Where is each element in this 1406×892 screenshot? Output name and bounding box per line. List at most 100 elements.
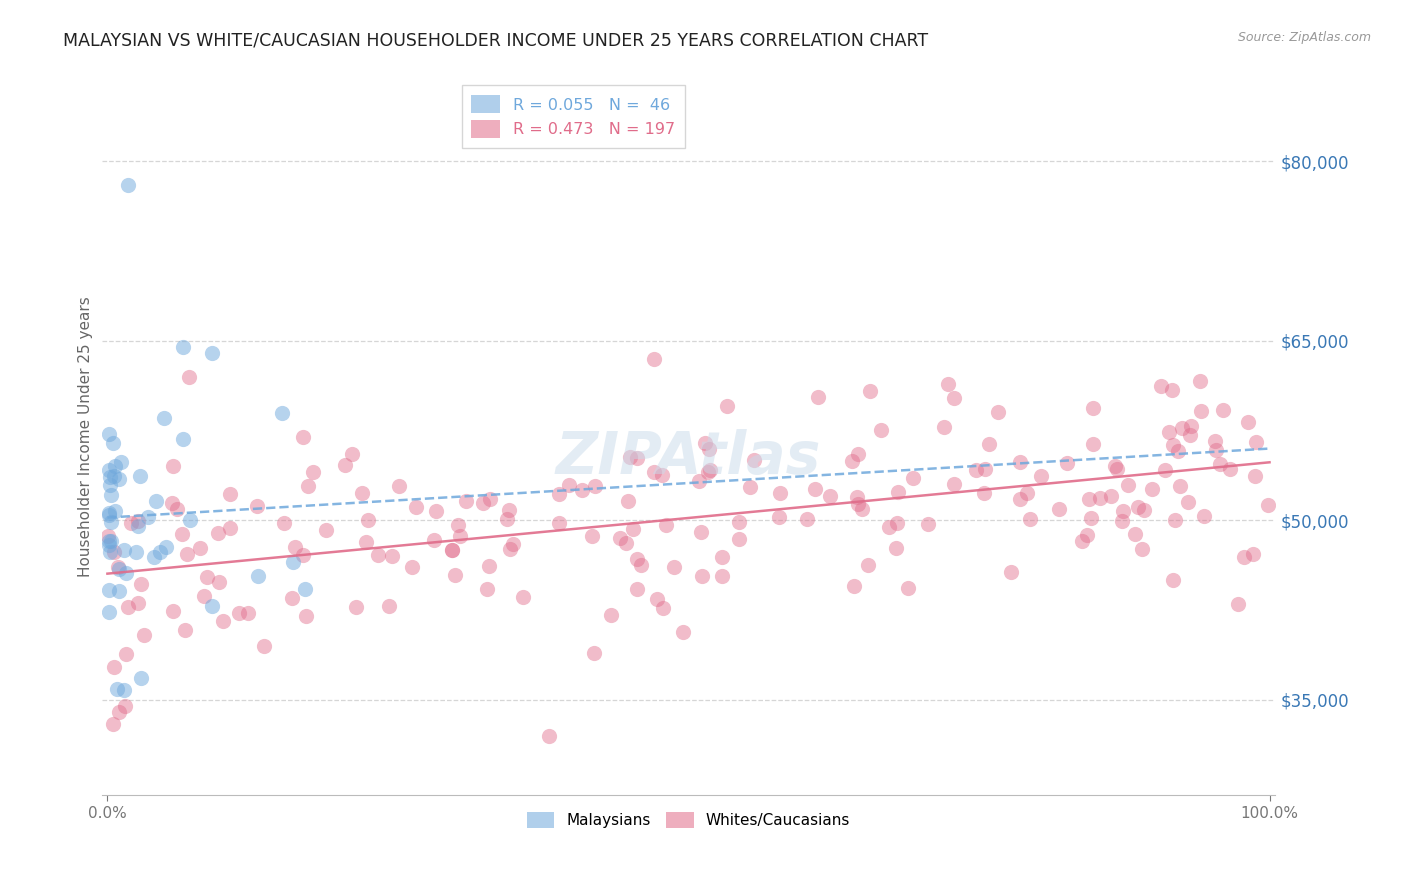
Point	[803, 482, 825, 496]
Point	[846, 447, 869, 461]
Point	[201, 345, 224, 359]
Point	[977, 436, 1000, 450]
Point	[160, 496, 183, 510]
Point	[1189, 404, 1212, 418]
Point	[284, 540, 307, 554]
Point	[228, 606, 250, 620]
Point	[381, 549, 404, 563]
Point	[107, 472, 129, 486]
Point	[302, 465, 325, 479]
Point	[108, 705, 131, 719]
Point	[1123, 527, 1146, 541]
Point	[1170, 479, 1192, 493]
Point	[97, 582, 120, 597]
Point	[1049, 502, 1071, 516]
Point	[1157, 425, 1180, 439]
Point	[846, 497, 869, 511]
Point	[127, 519, 149, 533]
Point	[690, 569, 713, 583]
Point	[1130, 542, 1153, 557]
Point	[1257, 498, 1279, 512]
Point	[742, 453, 765, 467]
Point	[441, 542, 464, 557]
Point	[1164, 513, 1187, 527]
Point	[1178, 428, 1201, 442]
Point	[626, 552, 648, 566]
Point	[1153, 463, 1175, 477]
Point	[172, 340, 194, 354]
Point	[609, 531, 631, 545]
Point	[471, 496, 494, 510]
Point	[886, 516, 908, 531]
Point	[281, 591, 304, 605]
Point	[97, 463, 120, 477]
Point	[710, 569, 733, 583]
Point	[218, 487, 240, 501]
Point	[387, 479, 409, 493]
Point	[344, 599, 367, 614]
Point	[97, 426, 120, 441]
Point	[129, 671, 152, 685]
Point	[672, 625, 695, 640]
Point	[172, 433, 194, 447]
Point	[247, 569, 270, 583]
Point	[401, 559, 423, 574]
Point	[818, 489, 841, 503]
Point	[936, 376, 959, 391]
Point	[716, 399, 738, 413]
Point	[107, 559, 129, 574]
Point	[1080, 511, 1102, 525]
Point	[297, 479, 319, 493]
Point	[768, 486, 790, 500]
Point	[1078, 492, 1101, 507]
Point	[932, 420, 955, 434]
Point	[1212, 402, 1234, 417]
Point	[333, 458, 356, 472]
Point	[1241, 547, 1264, 561]
Point	[842, 579, 865, 593]
Point	[291, 548, 314, 562]
Point	[1192, 508, 1215, 523]
Point	[238, 606, 260, 620]
Point	[498, 542, 520, 557]
Point	[117, 599, 139, 614]
Point	[796, 512, 818, 526]
Point	[1161, 383, 1184, 397]
Point	[475, 582, 498, 596]
Point	[107, 583, 129, 598]
Point	[162, 604, 184, 618]
Point	[502, 537, 524, 551]
Point	[1163, 573, 1185, 587]
Point	[1010, 455, 1032, 469]
Point	[1237, 415, 1260, 429]
Point	[128, 468, 150, 483]
Point	[987, 405, 1010, 419]
Legend: Malaysians, Whites/Caucasians: Malaysians, Whites/Caucasians	[520, 805, 856, 834]
Point	[456, 494, 478, 508]
Point	[884, 541, 907, 556]
Point	[1226, 597, 1249, 611]
Point	[1031, 468, 1053, 483]
Point	[104, 504, 127, 518]
Point	[125, 545, 148, 559]
Point	[621, 522, 644, 536]
Point	[651, 468, 673, 483]
Point	[444, 568, 467, 582]
Point	[246, 499, 269, 513]
Point	[645, 591, 668, 606]
Point	[643, 351, 665, 366]
Point	[1056, 457, 1078, 471]
Point	[942, 477, 965, 491]
Point	[1246, 435, 1268, 450]
Point	[689, 524, 711, 539]
Point	[616, 494, 638, 508]
Point	[100, 488, 122, 502]
Point	[662, 559, 685, 574]
Point	[127, 596, 149, 610]
Point	[614, 536, 637, 550]
Point	[108, 562, 131, 576]
Point	[162, 458, 184, 473]
Point	[149, 545, 172, 559]
Point	[1104, 458, 1126, 473]
Point	[188, 541, 211, 556]
